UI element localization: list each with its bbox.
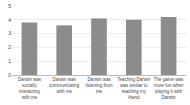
svg-text:Darwin wassociallyinteractingw: Darwin wassociallyinteractingwith me — [18, 77, 42, 100]
svg-text:3: 3 — [8, 30, 11, 36]
svg-text:2: 2 — [8, 44, 11, 50]
svg-text:0: 0 — [8, 72, 11, 78]
svg-text:5: 5 — [8, 3, 11, 9]
svg-text:Darwin waslistening fromme: Darwin waslistening fromme — [86, 77, 113, 94]
svg-text:4: 4 — [8, 17, 11, 23]
svg-text:Darwin wascommunicatingwith me: Darwin wascommunicatingwith me — [49, 77, 80, 94]
svg-text:The game wasmore fun whenplayi: The game wasmore fun whenplaying it with… — [154, 77, 184, 100]
svg-text:Teaching Darwinwas similar tot: Teaching Darwinwas similar toteaching my… — [117, 77, 151, 100]
svg-text:1: 1 — [8, 58, 11, 64]
